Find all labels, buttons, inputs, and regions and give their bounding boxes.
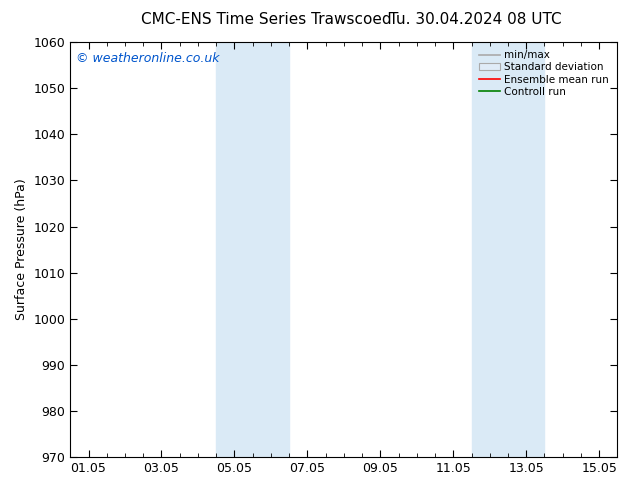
Y-axis label: Surface Pressure (hPa): Surface Pressure (hPa)	[15, 179, 28, 320]
Text: Tu. 30.04.2024 08 UTC: Tu. 30.04.2024 08 UTC	[389, 12, 562, 27]
Text: CMC-ENS Time Series Trawscoed: CMC-ENS Time Series Trawscoed	[141, 12, 392, 27]
Text: © weatheronline.co.uk: © weatheronline.co.uk	[76, 52, 219, 66]
Bar	[216, 42, 289, 457]
Bar	[472, 42, 545, 457]
Legend: min/max, Standard deviation, Ensemble mean run, Controll run: min/max, Standard deviation, Ensemble me…	[476, 47, 612, 100]
